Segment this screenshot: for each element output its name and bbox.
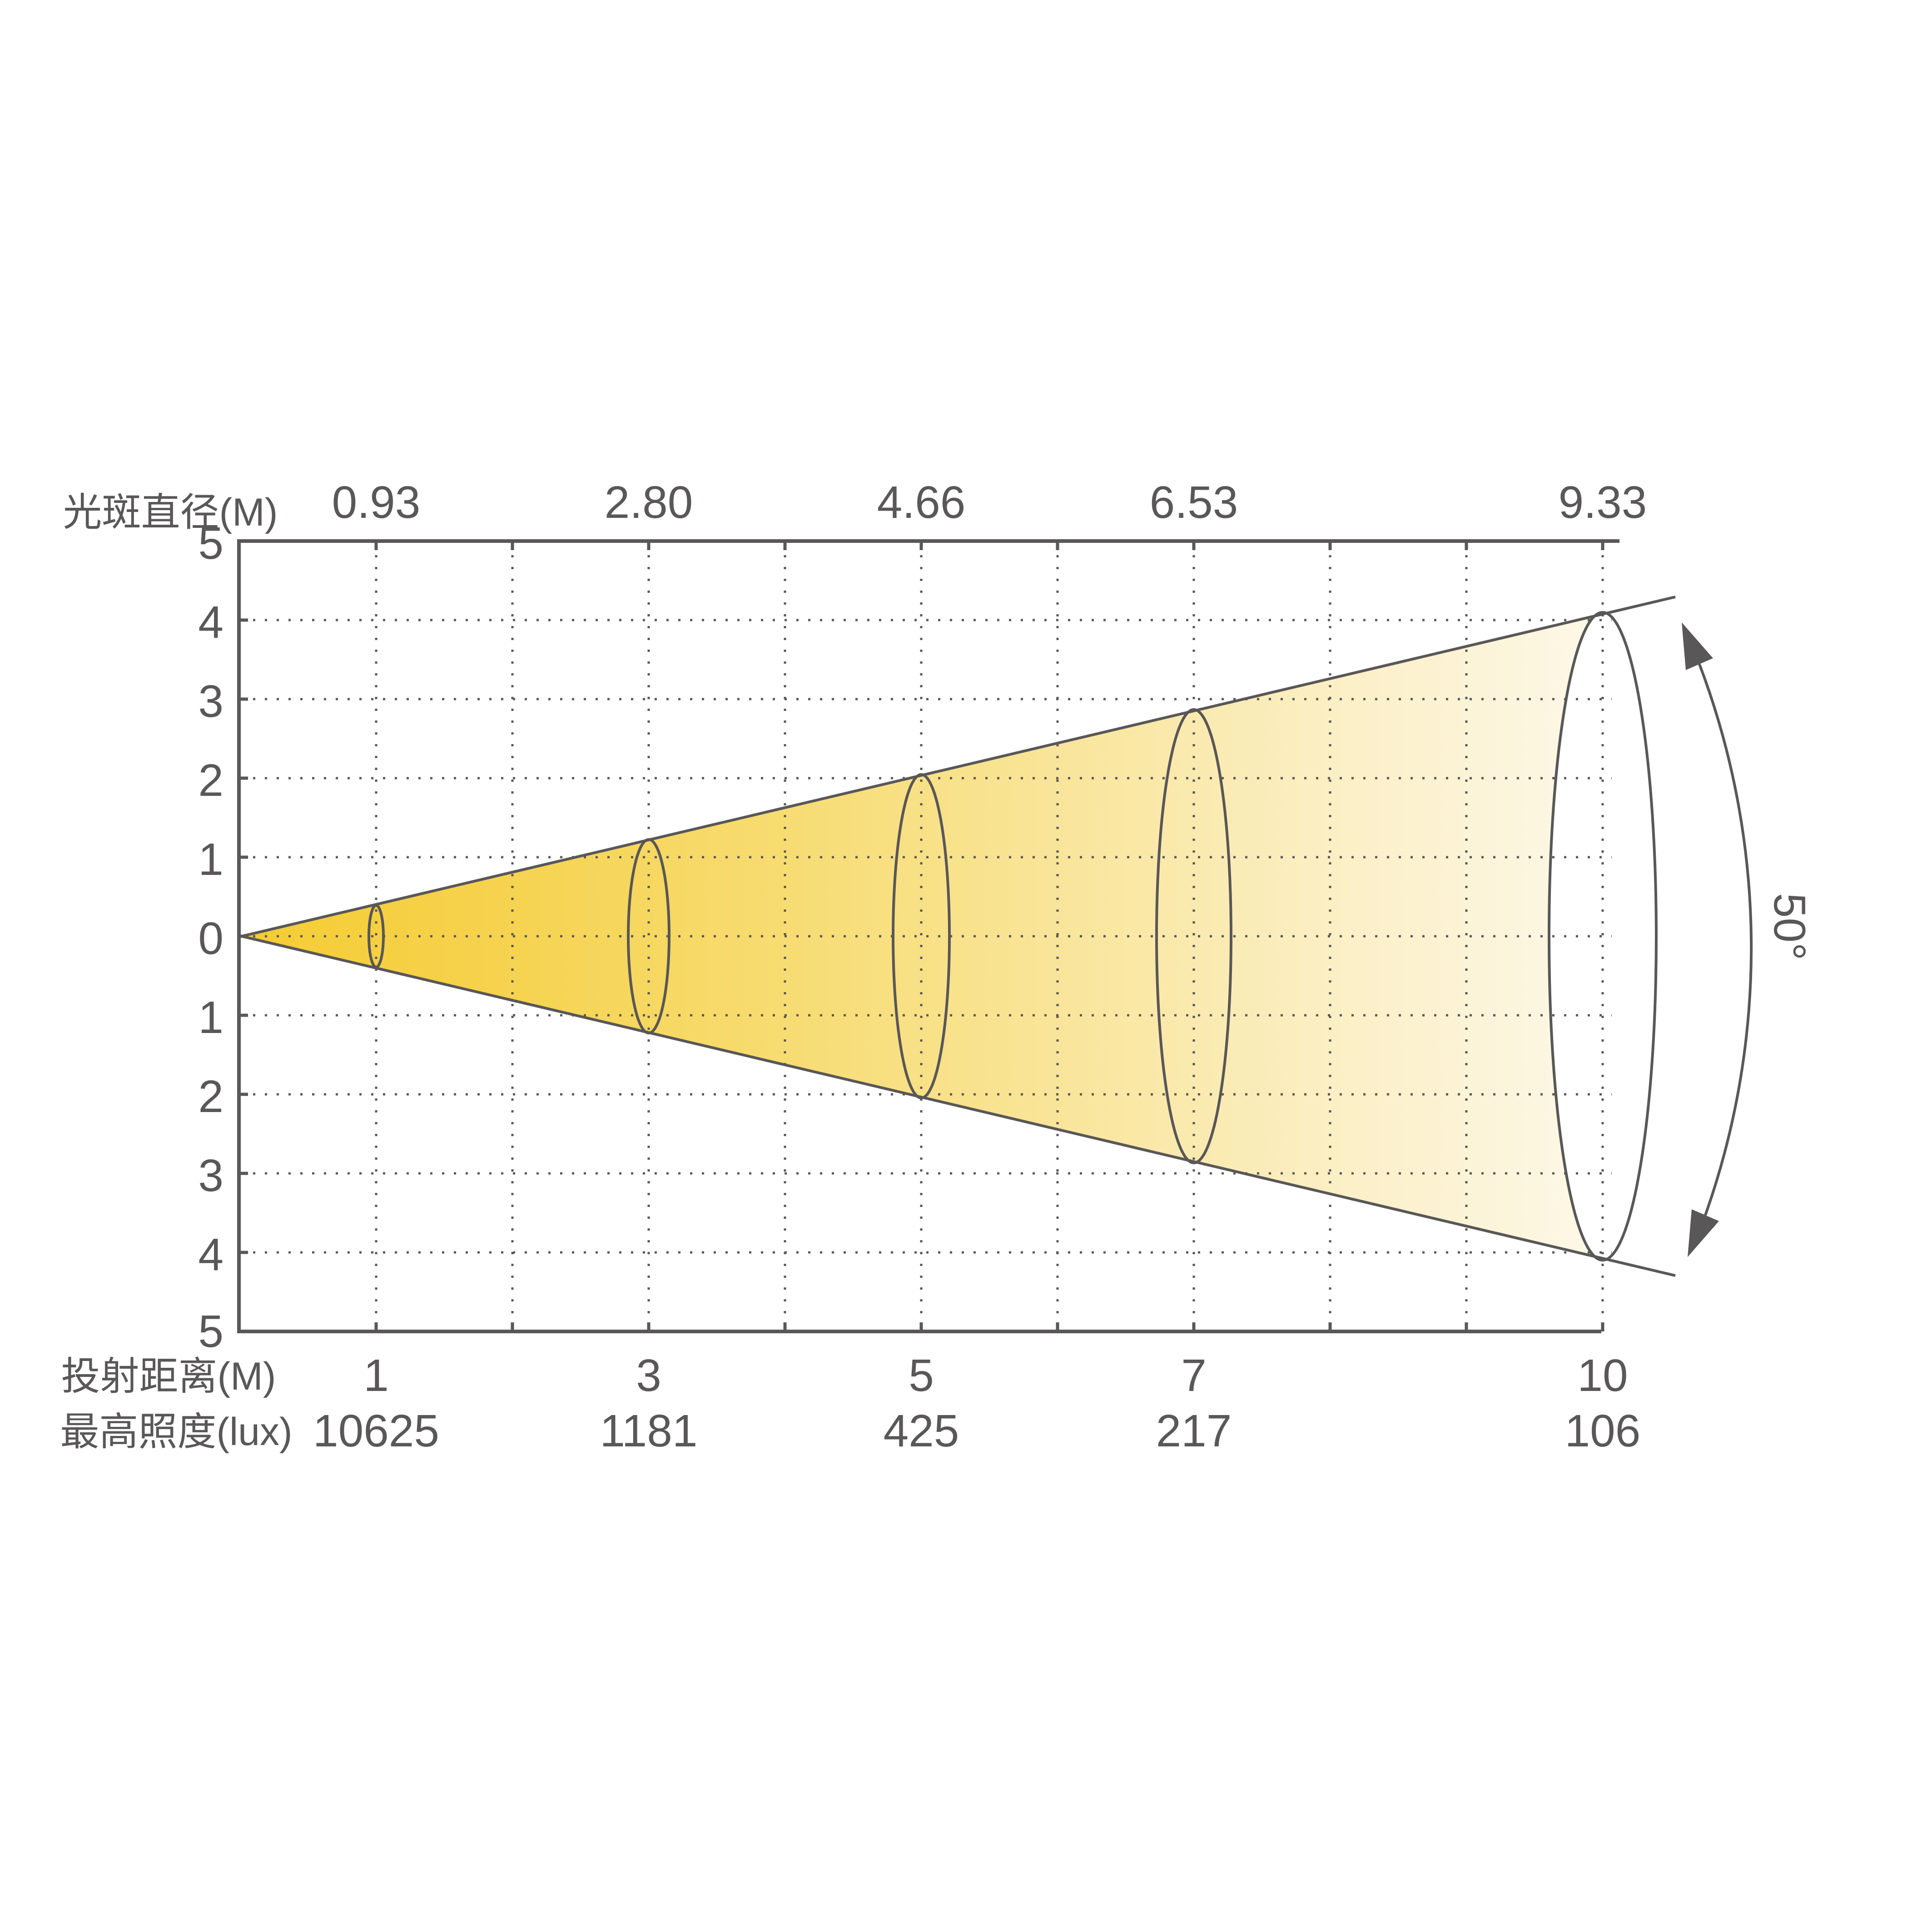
top-tick-value: 4.66 [877,477,966,528]
spot-ellipse-10m-fill [1549,612,1656,1260]
beam-angle-label: 50° [1765,893,1815,961]
top-tick-value: 9.33 [1558,477,1647,528]
light-cone-fill [242,614,1603,1258]
y-tick-label: 4 [198,597,223,648]
max-illuminance-value: 425 [883,1406,959,1456]
max-illuminance-value: 10625 [313,1406,440,1456]
y-tick-label: 1 [198,992,223,1043]
arrowhead-up-icon [1682,622,1713,670]
throw-distance-value: 7 [1181,1350,1207,1401]
spot-ellipse-10m [1548,611,1658,1262]
throw-distance-value: 3 [636,1350,661,1401]
throw-distance-value: 10 [1577,1350,1628,1401]
max-illuminance-value: 1181 [600,1406,698,1456]
y-tick-label: 2 [198,1071,223,1122]
y-tick-label: 2 [198,755,223,806]
top-tick-value: 6.53 [1149,477,1238,528]
y-tick-label: 3 [198,1150,223,1201]
max-illuminance-value: 217 [1156,1406,1232,1456]
plot-frame [237,539,1619,1333]
top-axis-title: 光斑直径(M) [63,491,278,534]
throw-distance-row-label: 投射距离(M) [61,1355,276,1398]
grid-dotted [241,543,1612,1329]
y-tick-label: 4 [198,1229,223,1280]
max-illuminance-row-label: 最高照度(lux) [60,1410,293,1454]
beam-angle-arc [1682,622,1753,1257]
throw-distance-value: 1 [363,1350,389,1401]
y-tick-label: 3 [198,676,223,727]
throw-distance-value: 5 [909,1350,934,1401]
y-tick-label: 5 [198,518,223,569]
max-illuminance-value: 106 [1564,1406,1641,1456]
y-tick-label: 5 [198,1306,223,1357]
top-tick-value: 0.93 [332,477,421,528]
y-tick-label: 0 [198,913,223,964]
top-tick-value: 2.80 [604,477,693,528]
y-tick-label: 1 [198,834,223,885]
cone-edge-lines [241,596,1676,1277]
arrowhead-down-icon [1688,1209,1719,1257]
